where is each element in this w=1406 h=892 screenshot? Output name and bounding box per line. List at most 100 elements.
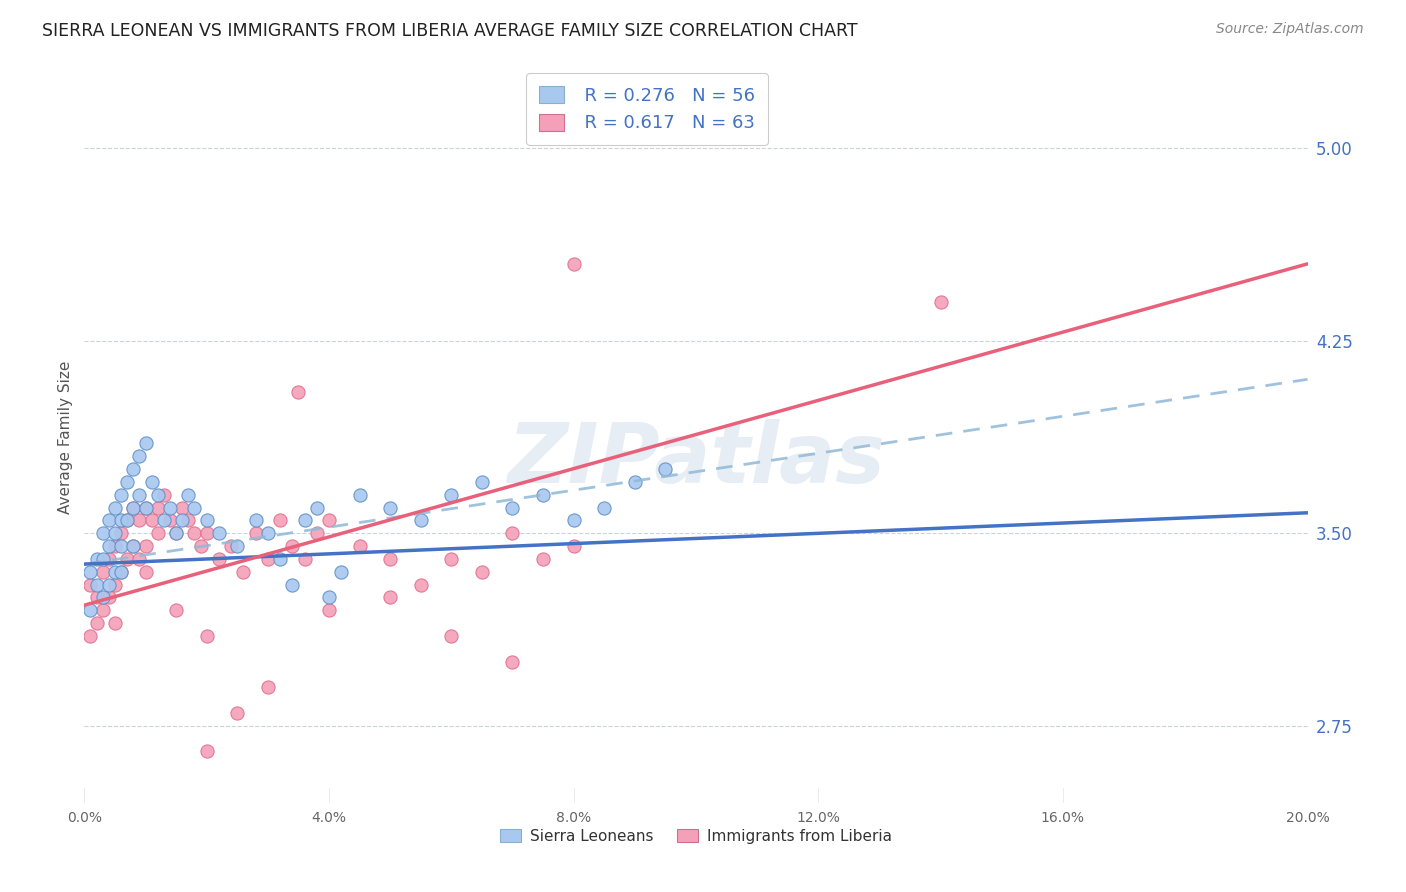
Point (195, 526, 218, 541)
Point (141, 514, 163, 528)
Point (471, 475, 494, 489)
Point (91, 552, 114, 566)
Point (624, 475, 647, 489)
Point (128, 450, 150, 464)
Point (135, 539, 157, 553)
Point (562, 539, 585, 553)
Point (91, 565, 114, 579)
Point (159, 514, 181, 528)
Point (380, 500, 402, 515)
Point (79, 629, 101, 643)
Point (146, 500, 169, 515)
Point (86, 616, 108, 631)
Point (190, 539, 212, 553)
Point (110, 565, 132, 579)
Point (318, 603, 340, 617)
Point (135, 500, 157, 515)
Point (135, 500, 157, 515)
Point (104, 500, 127, 515)
Point (349, 488, 371, 502)
Point (172, 514, 194, 528)
Point (929, 295, 952, 310)
Point (115, 514, 138, 528)
Point (165, 526, 187, 541)
Point (159, 500, 181, 515)
Point (562, 257, 585, 271)
Point (165, 603, 187, 617)
Point (440, 552, 463, 566)
Point (502, 526, 524, 541)
Point (409, 577, 432, 591)
Point (654, 462, 676, 476)
Point (226, 706, 249, 720)
Y-axis label: Average Family Size: Average Family Size (58, 360, 73, 514)
Point (128, 514, 150, 528)
Point (91, 603, 114, 617)
Point (97, 514, 120, 528)
Point (97, 591, 120, 605)
Point (146, 526, 169, 541)
Text: ZIPatlas: ZIPatlas (508, 418, 884, 500)
Point (91, 591, 114, 605)
Point (128, 488, 150, 502)
Point (104, 539, 127, 553)
Point (79, 577, 101, 591)
Point (183, 500, 205, 515)
Point (97, 539, 120, 553)
Point (562, 514, 585, 528)
Point (208, 526, 231, 541)
Point (86, 552, 108, 566)
Point (104, 577, 127, 591)
Point (502, 500, 524, 515)
Point (165, 526, 187, 541)
Point (195, 629, 218, 643)
Point (122, 539, 145, 553)
Point (104, 616, 127, 631)
Point (257, 526, 280, 541)
Point (245, 526, 267, 541)
Point (110, 514, 132, 528)
Point (115, 514, 138, 528)
Point (531, 552, 554, 566)
Point (97, 552, 120, 566)
Point (409, 514, 432, 528)
Point (177, 488, 200, 502)
Point (305, 526, 328, 541)
Point (380, 591, 402, 605)
Point (183, 526, 205, 541)
Point (531, 488, 554, 502)
Point (153, 488, 176, 502)
Point (177, 514, 200, 528)
Point (110, 526, 132, 541)
Point (172, 500, 194, 515)
Point (195, 514, 218, 528)
Text: Source: ZipAtlas.com: Source: ZipAtlas.com (1216, 22, 1364, 37)
Point (91, 526, 114, 541)
Point (305, 500, 328, 515)
Point (294, 552, 316, 566)
Point (110, 488, 132, 502)
Point (86, 591, 108, 605)
Point (153, 514, 176, 528)
Point (135, 436, 157, 450)
Point (122, 539, 145, 553)
Point (195, 744, 218, 758)
Point (281, 577, 304, 591)
Point (245, 514, 267, 528)
Point (135, 565, 157, 579)
Point (128, 552, 150, 566)
Point (97, 577, 120, 591)
Point (380, 552, 402, 566)
Point (232, 565, 254, 579)
Point (110, 565, 132, 579)
Legend: Sierra Leoneans, Immigrants from Liberia: Sierra Leoneans, Immigrants from Liberia (494, 822, 898, 850)
Point (269, 552, 291, 566)
Point (141, 475, 163, 489)
Point (269, 514, 291, 528)
Point (471, 565, 494, 579)
Point (122, 462, 145, 476)
Text: SIERRA LEONEAN VS IMMIGRANTS FROM LIBERIA AVERAGE FAMILY SIZE CORRELATION CHART: SIERRA LEONEAN VS IMMIGRANTS FROM LIBERI… (42, 22, 858, 40)
Point (208, 552, 231, 566)
Point (115, 552, 138, 566)
Point (502, 655, 524, 669)
